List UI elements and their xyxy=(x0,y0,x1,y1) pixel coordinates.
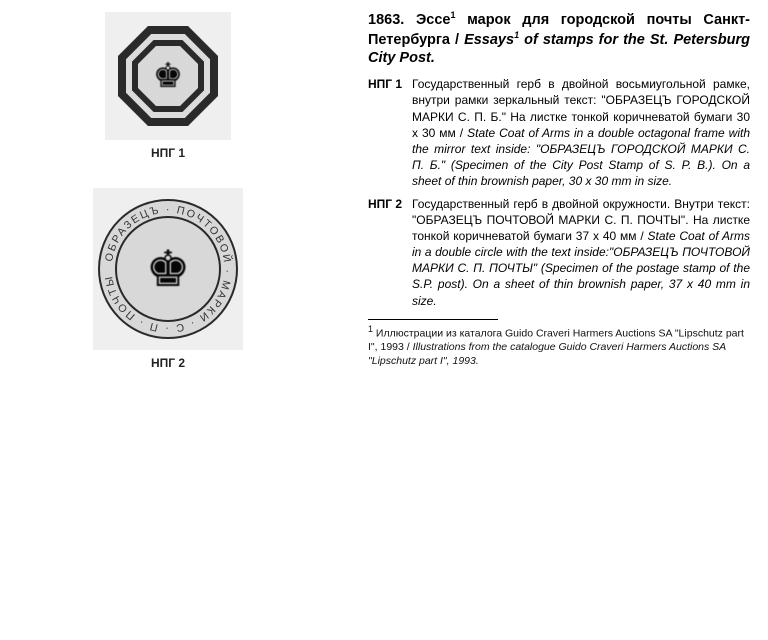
heading-year: 1863. xyxy=(368,12,404,28)
heading-slash: / xyxy=(450,32,464,48)
entry-label: НПГ 1 xyxy=(368,76,412,189)
entry-label: НПГ 2 xyxy=(368,196,412,309)
octagon-frame-gap: ♚ xyxy=(126,34,210,118)
entry-body: Государственный герб в двойной восьмиуго… xyxy=(412,76,750,189)
eagle-icon: ♚ xyxy=(146,240,191,298)
entry-body: Государственный герб в двойной окружност… xyxy=(412,196,750,309)
heading-ru-a: Эссе xyxy=(416,12,451,28)
stamp-figure-2: ОБРАЗЕЦЪ · ПОЧТОВОЙ · МАРКИ · С · П · ПО… xyxy=(93,188,243,370)
footnote-slash: / xyxy=(404,341,413,353)
entry-slash: / xyxy=(637,229,648,243)
circle-frame-outer: ОБРАЗЕЦЪ · ПОЧТОВОЙ · МАРКИ · С · П · ПО… xyxy=(98,199,238,339)
page: ♚ НПГ 1 ОБРАЗЕЦЪ · ПОЧТОВОЙ · МАРКИ · С … xyxy=(0,0,768,398)
octagon-frame-outer: ♚ xyxy=(118,26,218,126)
eagle-icon: ♚ xyxy=(153,56,183,96)
catalog-entry: НПГ 1 Государственный герб в двойной вос… xyxy=(368,76,750,189)
stamp-image-1: ♚ xyxy=(105,12,231,140)
stamp-caption-2: НПГ 2 xyxy=(151,356,185,370)
stamp-image-2: ОБРАЗЕЦЪ · ПОЧТОВОЙ · МАРКИ · С · П · ПО… xyxy=(93,188,243,350)
footnote: 1 Иллюстрации из каталога Guido Craveri … xyxy=(368,324,750,368)
section-heading: 1863. Эссе1 марок для городской почты Са… xyxy=(368,10,750,68)
illustrations-column: ♚ НПГ 1 ОБРАЗЕЦЪ · ПОЧТОВОЙ · МАРКИ · С … xyxy=(18,10,318,398)
stamp-caption-1: НПГ 1 xyxy=(151,146,185,160)
heading-en-a: Essays xyxy=(464,32,514,48)
entry-slash: / xyxy=(456,126,467,140)
octagon-frame-inner: ♚ xyxy=(132,40,204,112)
text-column: 1863. Эссе1 марок для городской почты Са… xyxy=(318,10,750,398)
footnote-en: Illustrations from the catalogue Guido C… xyxy=(368,341,726,367)
catalog-entry: НПГ 2 Государственный герб в двойной окр… xyxy=(368,196,750,309)
footnote-divider xyxy=(368,319,498,320)
octagon-core: ♚ xyxy=(138,46,198,106)
stamp-figure-1: ♚ НПГ 1 xyxy=(105,12,231,160)
